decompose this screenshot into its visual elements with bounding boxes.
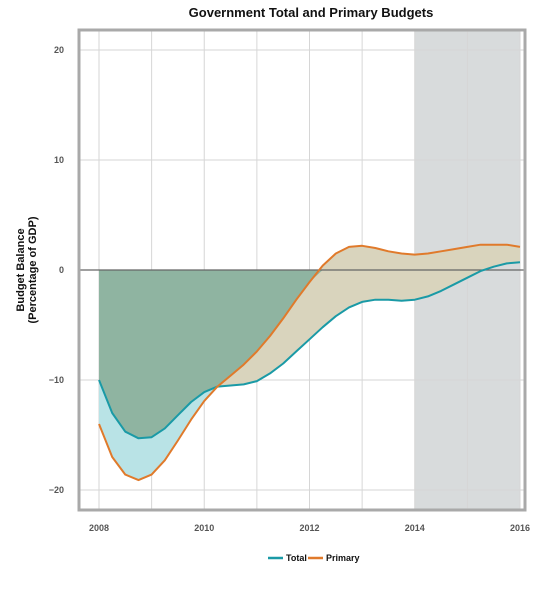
legend-label-primary: Primary	[326, 553, 360, 563]
plot-frame	[77, 28, 527, 512]
x-tick-label: 2014	[405, 523, 425, 533]
y-tick-label: 20	[54, 45, 64, 55]
y-tick-label: 0	[59, 265, 64, 275]
y-axis-label-line: Budget Balance	[15, 228, 27, 311]
x-tick-label: 2012	[299, 523, 319, 533]
x-tick-label: 2010	[194, 523, 214, 533]
y-tick-label: −10	[49, 375, 64, 385]
series-line-primary	[98, 243, 521, 482]
fill-total-band	[99, 244, 520, 481]
series-line-total	[98, 261, 521, 440]
chart-title: Government Total and Primary Budgets	[189, 5, 434, 20]
fill-both-negative	[99, 270, 520, 439]
y-tick-label: −20	[49, 485, 64, 495]
legend-label-total: Total	[286, 553, 307, 563]
y-axis-label-line: (Percentage of GDP)	[27, 216, 39, 323]
x-tick-label: 2008	[89, 523, 109, 533]
y-axis-label: Budget Balance(Percentage of GDP)	[15, 216, 39, 323]
x-tick-label: 2016	[510, 523, 530, 533]
y-tick-label: 10	[54, 155, 64, 165]
